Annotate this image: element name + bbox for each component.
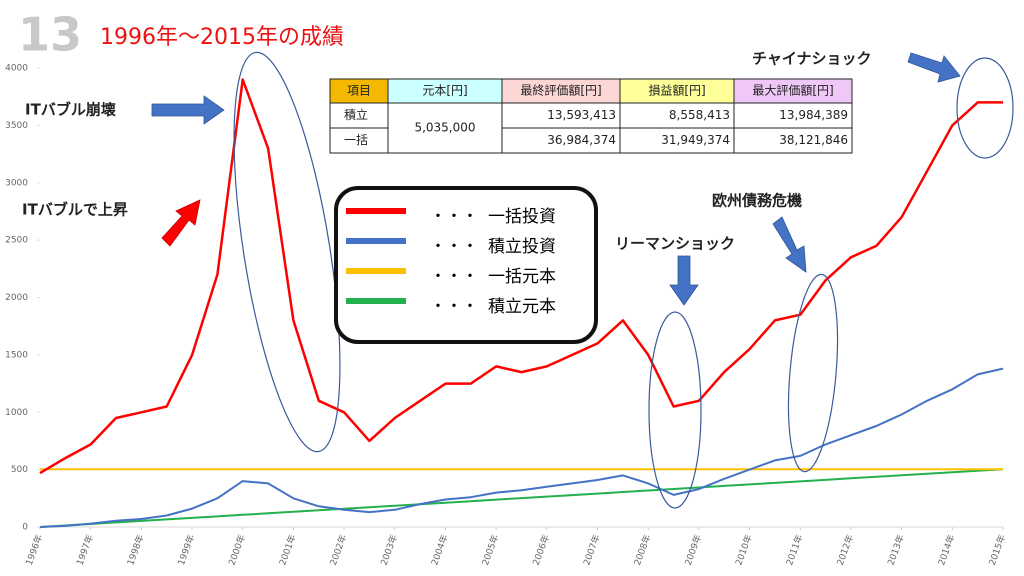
legend-label: 積立投資 bbox=[488, 237, 556, 257]
cell-text: 5,035,000 bbox=[414, 121, 475, 135]
chart-title: 1996年～2015年の成績 bbox=[100, 25, 344, 50]
annotation: 欧州債務危機 bbox=[712, 192, 802, 210]
cell-text: 積立 bbox=[344, 107, 368, 122]
ellipse bbox=[787, 273, 839, 473]
y-tick-label: 1500 bbox=[5, 350, 28, 360]
header-text: 最終評価額[円] bbox=[520, 83, 601, 98]
y-tick-label: 500 bbox=[11, 465, 28, 475]
legend-dots: ・・・ bbox=[430, 207, 478, 226]
cell-text: 8,558,413 bbox=[669, 108, 730, 122]
arrow bbox=[772, 216, 807, 273]
annotation: ITバブルで上昇 bbox=[22, 201, 128, 219]
ellipse bbox=[956, 57, 1014, 159]
y-tick-label: 2500 bbox=[5, 236, 28, 246]
legend-dots: ・・・ bbox=[430, 297, 478, 316]
y-tick-label: 0 bbox=[22, 523, 28, 533]
ellipse bbox=[648, 311, 702, 509]
header-text: 元本[円] bbox=[422, 84, 467, 98]
ellipse bbox=[233, 51, 341, 453]
cell-text: 31,949,374 bbox=[661, 133, 730, 147]
cell-text: 36,984,374 bbox=[547, 133, 616, 147]
series-line bbox=[39, 78, 1003, 475]
x-tick-label: 2006年 bbox=[530, 533, 552, 567]
x-tick-label: 1998年 bbox=[124, 533, 146, 567]
y-tick-label: 3000 bbox=[5, 178, 28, 188]
cell-text: 38,121,846 bbox=[779, 133, 848, 147]
cell bbox=[619, 127, 735, 154]
highlight-ellipses bbox=[233, 51, 1014, 509]
arrow bbox=[161, 199, 201, 247]
arrow bbox=[907, 52, 961, 83]
header-text: 項目 bbox=[347, 84, 371, 98]
y-tick-label: 4000 bbox=[5, 64, 28, 74]
legend-dots: ・・・ bbox=[430, 237, 478, 256]
header-text: 最大評価額[円] bbox=[752, 83, 833, 98]
legend-label: 一括元本 bbox=[488, 267, 556, 287]
y-tick-label: 2000 bbox=[5, 293, 28, 303]
x-tick-label: 2005年 bbox=[479, 533, 501, 567]
x-tick-label: 2001年 bbox=[276, 533, 298, 567]
annotation: チャイナショック bbox=[752, 50, 872, 68]
y-tick-label: 1000 bbox=[5, 408, 28, 418]
cell-text: 一括 bbox=[344, 132, 368, 147]
legend-label: 一括投資 bbox=[488, 207, 556, 227]
legend-dots: ・・・ bbox=[430, 267, 478, 286]
x-tick-label: 2007年 bbox=[581, 533, 603, 567]
arrow bbox=[669, 255, 699, 306]
x-tick-label: 2000年 bbox=[226, 533, 248, 567]
x-tick-label: 2014年 bbox=[935, 533, 957, 567]
result-table: 項目 元本[円] 最終評価額[円] 損益額[円] 最大評価額[円] 5,035,000 積立… bbox=[329, 78, 853, 154]
x-tick-label: 1997年 bbox=[74, 533, 96, 567]
header-cell bbox=[733, 78, 853, 104]
cell bbox=[733, 127, 853, 154]
cell bbox=[329, 102, 389, 129]
slide-number: 13 bbox=[18, 8, 82, 62]
arrow bbox=[151, 95, 225, 125]
y-tick-label: 3500 bbox=[5, 121, 28, 131]
cell-text: 13,593,413 bbox=[547, 108, 616, 122]
x-tick-label: 2003年 bbox=[378, 533, 400, 567]
header-cell bbox=[387, 78, 503, 104]
x-tick-label: 2012年 bbox=[834, 533, 856, 567]
x-tick-label: 2008年 bbox=[631, 533, 653, 567]
arrows bbox=[151, 52, 961, 306]
series-line bbox=[39, 468, 1004, 528]
x-tick-label: 2002年 bbox=[327, 533, 349, 567]
annotation: リーマンショック bbox=[615, 235, 735, 253]
x-tick-label: 2011年 bbox=[783, 533, 805, 567]
x-tick-label: 2015年 bbox=[986, 533, 1008, 567]
x-tick-label: 2010年 bbox=[733, 533, 755, 567]
cell bbox=[329, 127, 389, 154]
x-tick-label: 2004年 bbox=[428, 533, 450, 567]
cell-text: 13,984,389 bbox=[779, 108, 848, 122]
header-cell bbox=[329, 78, 389, 104]
header-text: 損益額[円] bbox=[648, 83, 705, 98]
cell bbox=[501, 127, 621, 154]
x-tick-label: 1999年 bbox=[175, 533, 197, 567]
series-line bbox=[39, 367, 1004, 528]
annotation: ITバブル崩壊 bbox=[25, 101, 116, 119]
x-tick-label: 2013年 bbox=[885, 533, 907, 567]
x-tick-label: 2009年 bbox=[682, 533, 704, 567]
x-tick-label: 1996年 bbox=[23, 533, 45, 567]
legend-label: 積立元本 bbox=[488, 297, 556, 317]
legend: ・・・ 一括投資・・・ 積立投資・・・ 一括元本・・・ 積立元本 bbox=[346, 207, 556, 317]
